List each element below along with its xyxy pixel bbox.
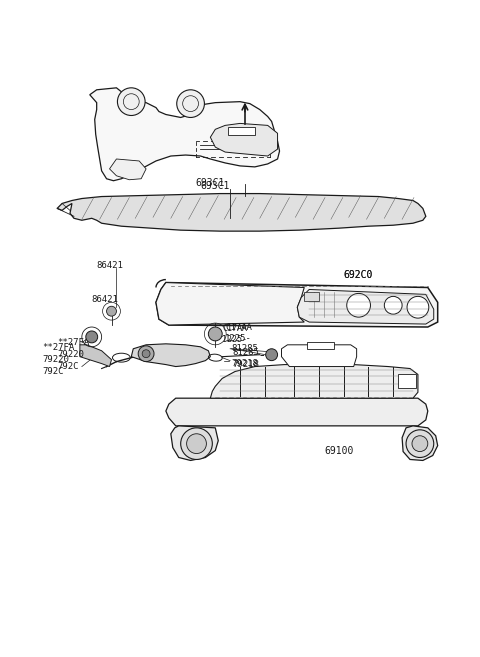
Text: 1225-: 1225-: [222, 335, 247, 344]
Text: 81285: 81285: [232, 348, 259, 357]
Text: 79220: 79220: [42, 355, 69, 364]
Polygon shape: [57, 194, 426, 231]
Text: **27FA: **27FA: [57, 338, 89, 348]
Polygon shape: [281, 345, 357, 367]
Text: 693C1: 693C1: [201, 181, 230, 191]
Polygon shape: [90, 88, 279, 181]
Text: 86421: 86421: [96, 261, 123, 270]
Text: 81285: 81285: [231, 344, 258, 353]
Text: 692C0: 692C0: [344, 269, 373, 280]
Polygon shape: [398, 374, 416, 388]
Polygon shape: [109, 159, 146, 180]
Polygon shape: [307, 342, 334, 349]
Circle shape: [412, 436, 428, 451]
Circle shape: [183, 96, 199, 112]
Text: 792C: 792C: [42, 367, 64, 376]
Polygon shape: [228, 127, 255, 135]
Circle shape: [86, 331, 97, 343]
Text: 79218: 79218: [231, 359, 258, 368]
Text: 693C1: 693C1: [195, 177, 225, 188]
Circle shape: [180, 428, 212, 459]
Text: **27FA: **27FA: [42, 343, 74, 352]
Circle shape: [123, 94, 139, 110]
Circle shape: [347, 294, 371, 317]
Circle shape: [266, 349, 277, 361]
Text: C17AA: C17AA: [222, 323, 247, 332]
Circle shape: [406, 430, 434, 457]
Polygon shape: [80, 345, 111, 367]
Polygon shape: [156, 283, 438, 327]
Text: 69100: 69100: [324, 445, 353, 455]
Circle shape: [142, 350, 150, 357]
Polygon shape: [171, 426, 218, 461]
Text: C17AA: C17AA: [225, 323, 252, 332]
Text: 79218: 79218: [232, 360, 259, 369]
Polygon shape: [166, 398, 428, 426]
Polygon shape: [156, 283, 304, 325]
Circle shape: [407, 296, 429, 318]
Circle shape: [118, 88, 145, 116]
Text: 79220: 79220: [57, 350, 84, 359]
Circle shape: [187, 434, 206, 453]
Circle shape: [177, 90, 204, 118]
Circle shape: [384, 296, 402, 314]
Polygon shape: [210, 124, 277, 156]
Polygon shape: [297, 290, 434, 324]
Circle shape: [107, 306, 117, 316]
Polygon shape: [210, 365, 418, 398]
Polygon shape: [402, 426, 438, 461]
Text: 692C0: 692C0: [344, 269, 373, 280]
Text: 86421: 86421: [92, 295, 119, 304]
Circle shape: [138, 346, 154, 361]
Text: 792C: 792C: [57, 362, 79, 371]
Polygon shape: [131, 344, 210, 367]
Circle shape: [208, 327, 222, 341]
Text: 1225-: 1225-: [225, 334, 252, 344]
Polygon shape: [304, 292, 319, 302]
